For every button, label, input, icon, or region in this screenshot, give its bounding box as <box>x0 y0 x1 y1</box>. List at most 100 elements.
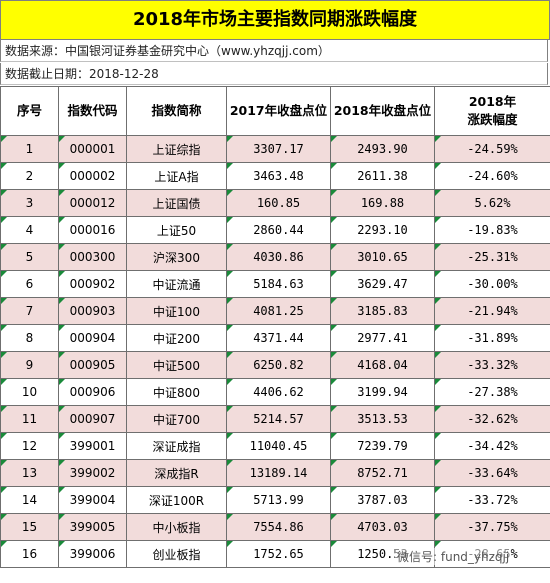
cell-close-2017: 6250.82 <box>226 351 331 379</box>
cell-close-2017: 5184.63 <box>226 270 331 298</box>
cell-no: 5 <box>0 243 59 271</box>
cell-close-2018: 3010.65 <box>330 243 435 271</box>
cell-no: 11 <box>0 405 59 433</box>
cell-close-2018: 3513.53 <box>330 405 435 433</box>
cell-name: 上证综指 <box>126 135 227 163</box>
cell-code: 000905 <box>58 351 127 379</box>
header-no: 序号 <box>0 86 59 136</box>
cell-code: 000002 <box>58 162 127 190</box>
header-close-2017: 2017年收盘点位 <box>226 86 331 136</box>
cell-no: 6 <box>0 270 59 298</box>
cell-change: -31.89% <box>434 324 550 352</box>
index-table: 序号 指数代码 指数简称 2017年收盘点位 2018年收盘点位 2018年 涨… <box>0 86 550 568</box>
cell-code: 000300 <box>58 243 127 271</box>
cell-name: 沪深300 <box>126 243 227 271</box>
cell-close-2018: 2611.38 <box>330 162 435 190</box>
cell-name: 上证50 <box>126 216 227 244</box>
cell-close-2017: 4081.25 <box>226 297 331 325</box>
table-row: 2 000002 上证A指 3463.48 2611.38 -24.60% <box>0 162 550 190</box>
cell-close-2017: 5713.99 <box>226 486 331 514</box>
cell-no: 4 <box>0 216 59 244</box>
cell-no: 14 <box>0 486 59 514</box>
cell-close-2018: 7239.79 <box>330 432 435 460</box>
cell-close-2017: 1752.65 <box>226 540 331 568</box>
wechat-watermark: 微信号: fund_yhzqjj <box>395 548 512 565</box>
cell-code: 000904 <box>58 324 127 352</box>
cell-name: 中证200 <box>126 324 227 352</box>
cell-change: -37.75% <box>434 513 550 541</box>
header-row: 序号 指数代码 指数简称 2017年收盘点位 2018年收盘点位 2018年 涨… <box>0 86 550 136</box>
cell-no: 7 <box>0 297 59 325</box>
cell-code: 000016 <box>58 216 127 244</box>
cell-close-2018: 2493.90 <box>330 135 435 163</box>
cell-name: 中证700 <box>126 405 227 433</box>
cell-change: -19.83% <box>434 216 550 244</box>
cell-name: 深证成指 <box>126 432 227 460</box>
cell-close-2017: 2860.44 <box>226 216 331 244</box>
cell-change: -25.31% <box>434 243 550 271</box>
cell-change: -24.59% <box>434 135 550 163</box>
data-source-line: 数据来源：中国银河证券基金研究中心（www.yhzqjj.com） <box>0 40 548 62</box>
cell-close-2017: 4030.86 <box>226 243 331 271</box>
cell-close-2017: 3463.48 <box>226 162 331 190</box>
data-date-line: 数据截止日期：2018-12-28 <box>0 63 548 85</box>
cell-close-2018: 3787.03 <box>330 486 435 514</box>
table-row: 13 399002 深成指R 13189.14 8752.71 -33.64% <box>0 459 550 487</box>
cell-name: 上证国债 <box>126 189 227 217</box>
cell-code: 399002 <box>58 459 127 487</box>
cell-change: -24.60% <box>434 162 550 190</box>
cell-close-2017: 160.85 <box>226 189 331 217</box>
header-code: 指数代码 <box>58 86 127 136</box>
cell-name: 中证500 <box>126 351 227 379</box>
cell-close-2018: 3629.47 <box>330 270 435 298</box>
cell-no: 1 <box>0 135 59 163</box>
cell-close-2018: 4168.04 <box>330 351 435 379</box>
table-row: 8 000904 中证200 4371.44 2977.41 -31.89% <box>0 324 550 352</box>
cell-code: 000012 <box>58 189 127 217</box>
cell-code: 000902 <box>58 270 127 298</box>
cell-change: -33.64% <box>434 459 550 487</box>
cell-name: 中小板指 <box>126 513 227 541</box>
cell-no: 2 <box>0 162 59 190</box>
page-title: 2018年市场主要指数同期涨跌幅度 <box>0 0 550 40</box>
cell-no: 10 <box>0 378 59 406</box>
table-row: 14 399004 深证100R 5713.99 3787.03 -33.72% <box>0 486 550 514</box>
table-row: 12 399001 深证成指 11040.45 7239.79 -34.42% <box>0 432 550 460</box>
cell-close-2018: 2977.41 <box>330 324 435 352</box>
cell-no: 8 <box>0 324 59 352</box>
cell-close-2018: 8752.71 <box>330 459 435 487</box>
cell-close-2018: 2293.10 <box>330 216 435 244</box>
table-row: 15 399005 中小板指 7554.86 4703.03 -37.75% <box>0 513 550 541</box>
cell-code: 399004 <box>58 486 127 514</box>
cell-change: -27.38% <box>434 378 550 406</box>
cell-close-2018: 3185.83 <box>330 297 435 325</box>
cell-code: 399005 <box>58 513 127 541</box>
cell-name: 中证800 <box>126 378 227 406</box>
cell-no: 13 <box>0 459 59 487</box>
cell-change: 5.62% <box>434 189 550 217</box>
cell-close-2018: 169.88 <box>330 189 435 217</box>
cell-code: 399001 <box>58 432 127 460</box>
cell-name: 上证A指 <box>126 162 227 190</box>
cell-code: 000903 <box>58 297 127 325</box>
cell-close-2017: 5214.57 <box>226 405 331 433</box>
cell-code: 399006 <box>58 540 127 568</box>
header-change: 2018年 涨跌幅度 <box>434 86 550 136</box>
cell-code: 000907 <box>58 405 127 433</box>
table-row: 3 000012 上证国债 160.85 169.88 5.62% <box>0 189 550 217</box>
cell-name: 中证流通 <box>126 270 227 298</box>
cell-no: 15 <box>0 513 59 541</box>
cell-change: -33.72% <box>434 486 550 514</box>
cell-change: -34.42% <box>434 432 550 460</box>
cell-change: -32.62% <box>434 405 550 433</box>
cell-close-2017: 13189.14 <box>226 459 331 487</box>
table-row: 11 000907 中证700 5214.57 3513.53 -32.62% <box>0 405 550 433</box>
cell-close-2017: 7554.86 <box>226 513 331 541</box>
cell-code: 000001 <box>58 135 127 163</box>
cell-name: 中证100 <box>126 297 227 325</box>
table-row: 1 000001 上证综指 3307.17 2493.90 -24.59% <box>0 135 550 163</box>
header-close-2018: 2018年收盘点位 <box>330 86 435 136</box>
cell-close-2017: 3307.17 <box>226 135 331 163</box>
cell-no: 16 <box>0 540 59 568</box>
table-row: 7 000903 中证100 4081.25 3185.83 -21.94% <box>0 297 550 325</box>
